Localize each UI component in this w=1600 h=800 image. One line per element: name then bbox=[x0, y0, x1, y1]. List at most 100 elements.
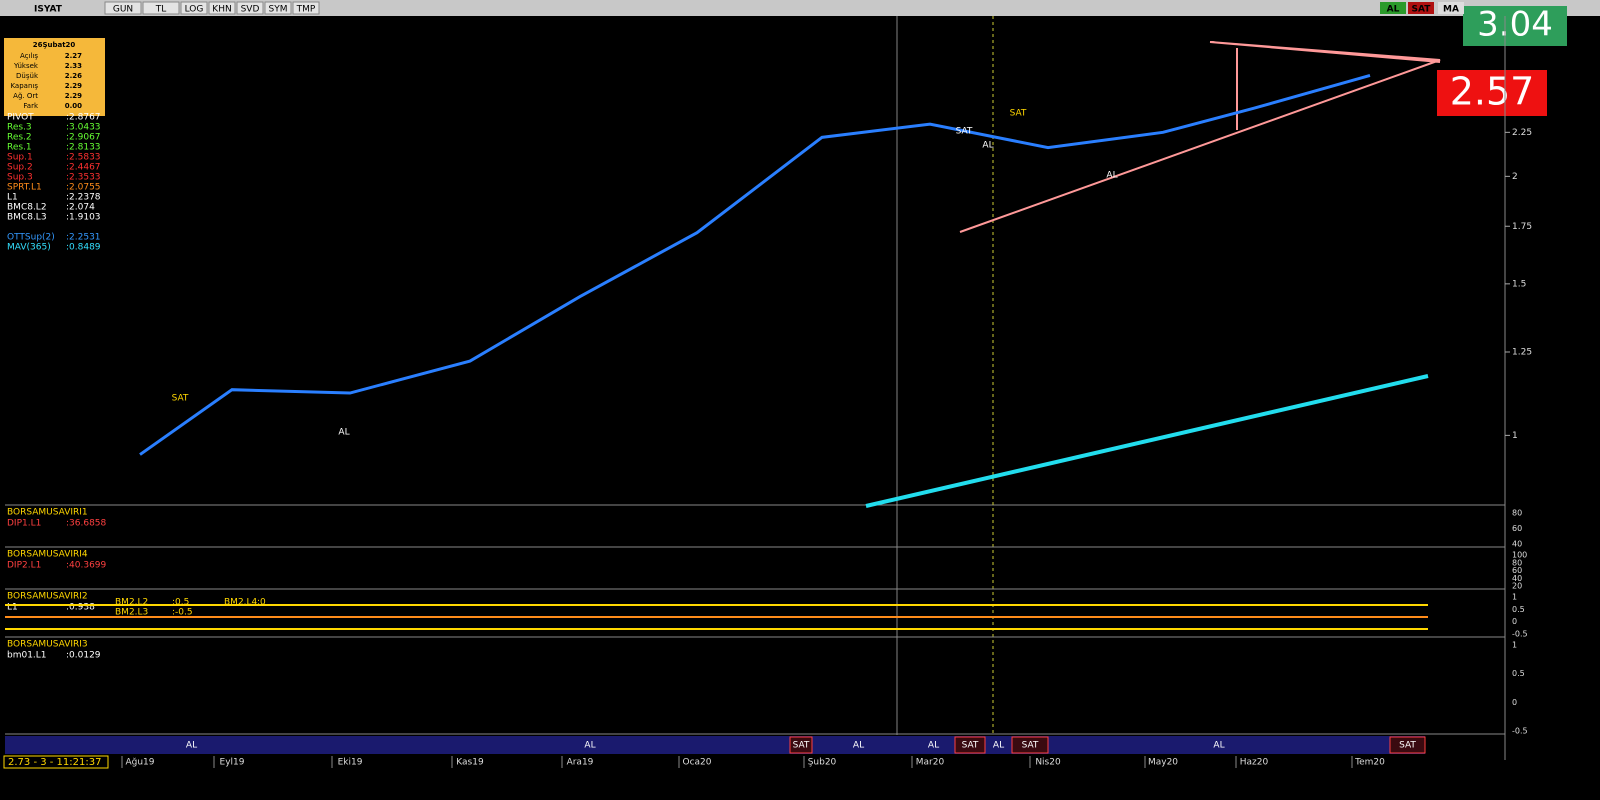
lower-price-box bbox=[1437, 70, 1547, 116]
legend-name: MAV(365) bbox=[7, 243, 51, 253]
panel-tick-label: -0.5 bbox=[1512, 630, 1528, 639]
info-label: Düşük bbox=[16, 72, 39, 80]
legend-name: Res.1 bbox=[7, 143, 32, 153]
toolbar-button[interactable] bbox=[1408, 2, 1434, 14]
toolbar-button[interactable] bbox=[142, 1, 180, 15]
legend-value: :2.2531 bbox=[66, 233, 101, 243]
y-tick-label: 2 bbox=[1512, 172, 1518, 182]
signal-annotation: SAT bbox=[956, 127, 973, 137]
panel-tick-label: 0 bbox=[1512, 617, 1517, 626]
toolbar bbox=[0, 0, 1600, 16]
legend-value: :1.9103 bbox=[66, 213, 101, 223]
y-tick-label: 1.5 bbox=[1512, 279, 1526, 289]
signal-label: AL bbox=[1213, 741, 1224, 751]
legend-value: :2.4467 bbox=[66, 163, 101, 173]
toolbar-button-label: TL bbox=[155, 5, 167, 15]
info-value: 2.29 bbox=[65, 92, 82, 100]
signal-annotation: SAT bbox=[1010, 109, 1027, 119]
toolbar-button[interactable] bbox=[180, 1, 208, 15]
y-tick-label: 1 bbox=[1512, 431, 1518, 441]
info-value: 2.29 bbox=[65, 82, 82, 90]
info-value: 2.26 bbox=[65, 72, 82, 80]
panel-legend: bm01.L1 bbox=[7, 651, 47, 661]
toolbar-button[interactable] bbox=[208, 1, 236, 15]
info-value: 2.33 bbox=[65, 62, 82, 70]
info-label: Fark bbox=[23, 102, 39, 110]
legend-name: Res.3 bbox=[7, 123, 32, 133]
legend-value: :2.0755 bbox=[66, 183, 101, 193]
x-tick-label: Haz20 bbox=[1240, 758, 1269, 768]
signal-label: SAT bbox=[962, 741, 979, 751]
toolbar-button[interactable] bbox=[292, 1, 320, 15]
info-label: Kapanış bbox=[10, 82, 38, 90]
legend-name: Res.2 bbox=[7, 133, 32, 143]
legend-value: :2.074 bbox=[66, 203, 95, 213]
legend-name: Sup.3 bbox=[7, 173, 33, 183]
panel-tick-label: 40 bbox=[1512, 574, 1522, 583]
info-box bbox=[4, 38, 105, 116]
x-tick-label: Eyl19 bbox=[220, 758, 245, 768]
x-tick-label: Ara19 bbox=[567, 758, 594, 768]
legend-value: :2.8767 bbox=[66, 113, 101, 123]
panel-tick-label: 40 bbox=[1512, 540, 1522, 549]
signal-label: SAT bbox=[1399, 741, 1416, 751]
x-tick-label: Mar20 bbox=[916, 758, 945, 768]
info-value: 2.27 bbox=[65, 52, 82, 60]
panel-legend: BM2.L2 bbox=[115, 598, 148, 608]
status: 2.73 - 3 - 11:21:37 bbox=[8, 757, 101, 768]
panel-title: BORSAMUSAVIRI2 bbox=[7, 592, 88, 602]
x-tick-label: Tem20 bbox=[1354, 758, 1385, 768]
legend-value: :2.8133 bbox=[66, 143, 101, 153]
panel-title: BORSAMUSAVIRI3 bbox=[7, 640, 88, 650]
toolbar-button-label: KHN bbox=[212, 5, 231, 15]
y-tick-label: 2.25 bbox=[1512, 128, 1532, 138]
x-tick-label: Eki19 bbox=[338, 758, 363, 768]
legend-name: SPRT.L1 bbox=[7, 183, 42, 193]
x-tick-label: Kas19 bbox=[456, 758, 484, 768]
toolbar-button-label: TMP bbox=[296, 5, 316, 15]
legend-value: :2.2378 bbox=[66, 193, 101, 203]
toolbar-button-label: LOG bbox=[185, 5, 204, 15]
panel-tick-label: 60 bbox=[1512, 524, 1522, 533]
toolbar-button-label: AL bbox=[1387, 5, 1400, 15]
toolbar-button-label: SVD bbox=[241, 5, 260, 15]
status-box bbox=[3, 755, 109, 769]
panel-legend: :40.3699 bbox=[66, 561, 107, 571]
legend-name: Sup.1 bbox=[7, 153, 33, 163]
panel-legend: :-0.5 bbox=[172, 608, 193, 618]
panel-tick-label: 0.5 bbox=[1512, 605, 1525, 614]
panel-legend: :0.0129 bbox=[66, 651, 101, 661]
info-label: Ağ. Ort bbox=[13, 92, 38, 100]
panel-tick-label: 0.5 bbox=[1512, 669, 1525, 678]
legend-name: OTTSup(2) bbox=[7, 233, 55, 243]
toolbar-button[interactable] bbox=[1438, 2, 1464, 14]
panel-tick-label: 1 bbox=[1512, 593, 1517, 602]
signal-label: AL bbox=[584, 741, 595, 751]
mav-line bbox=[865, 374, 1429, 508]
toolbar-button[interactable] bbox=[264, 1, 292, 15]
legend-name: L1 bbox=[7, 193, 18, 203]
signal-annotation: AL bbox=[1106, 171, 1117, 181]
signal-label: AL bbox=[993, 741, 1004, 751]
panel-legend: BM2.L4 bbox=[224, 598, 258, 608]
toolbar-button[interactable] bbox=[1380, 2, 1406, 14]
signal-label: SAT bbox=[793, 741, 810, 751]
toolbar-button[interactable] bbox=[104, 1, 142, 15]
toolbar-button[interactable] bbox=[236, 1, 264, 15]
panel-legend: DIP2.L1 bbox=[7, 561, 41, 571]
panel-legend: DIP1.L1 bbox=[7, 519, 41, 529]
signal-annotation: SAT bbox=[172, 394, 189, 404]
x-tick-label: Şub20 bbox=[808, 758, 837, 768]
signal-annotation: AL bbox=[982, 141, 993, 151]
toolbar-button-label: SYM bbox=[269, 5, 288, 15]
upper-price-box bbox=[1463, 6, 1567, 46]
panel-title: BORSAMUSAVIRI1 bbox=[7, 508, 88, 518]
signal-label: AL bbox=[928, 741, 939, 751]
info-label: Yüksek bbox=[13, 62, 39, 70]
signal-label: AL bbox=[186, 741, 197, 751]
panel-tick-label: 1 bbox=[1512, 641, 1517, 650]
signal-segment bbox=[789, 736, 813, 754]
panel-legend: :36.6858 bbox=[66, 519, 107, 529]
signal-segment bbox=[1389, 736, 1426, 754]
